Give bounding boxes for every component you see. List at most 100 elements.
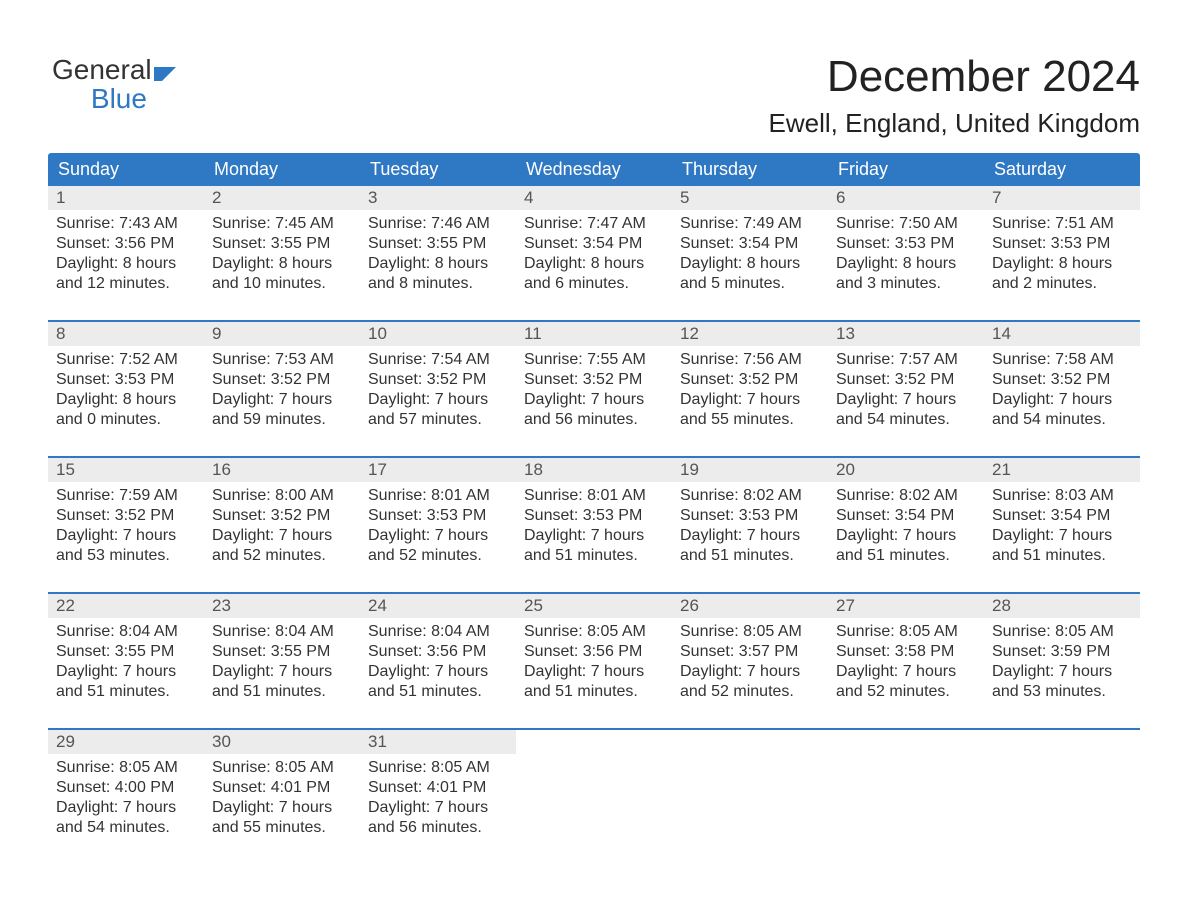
sunset-text: Sunset: 3:55 PM [212, 642, 352, 662]
page-subtitle: Ewell, England, United Kingdom [48, 108, 1140, 139]
day-number: 27 [828, 594, 984, 618]
sunrise-text: Sunrise: 8:05 AM [368, 758, 508, 778]
day-number: 3 [360, 186, 516, 210]
daylight-text: Daylight: 8 hours [368, 254, 508, 274]
daylight-text-2: and 52 minutes. [212, 546, 352, 566]
sunset-text: Sunset: 3:52 PM [368, 370, 508, 390]
day-number-cell: 15 [48, 457, 204, 482]
daylight-text: Daylight: 7 hours [212, 798, 352, 818]
sunset-text: Sunset: 4:01 PM [368, 778, 508, 798]
daylight-text: Daylight: 7 hours [212, 526, 352, 546]
day-content-cell [984, 754, 1140, 864]
sunrise-text: Sunrise: 7:50 AM [836, 214, 976, 234]
day-number: 25 [516, 594, 672, 618]
daylight-text: Daylight: 8 hours [680, 254, 820, 274]
day-number: 8 [48, 322, 204, 346]
day-details: Sunrise: 7:54 AMSunset: 3:52 PMDaylight:… [360, 346, 516, 456]
day-content-cell: Sunrise: 7:58 AMSunset: 3:52 PMDaylight:… [984, 346, 1140, 457]
day-content-cell: Sunrise: 8:05 AMSunset: 4:01 PMDaylight:… [204, 754, 360, 864]
day-number: 11 [516, 322, 672, 346]
day-number: 6 [828, 186, 984, 210]
day-details: Sunrise: 7:57 AMSunset: 3:52 PMDaylight:… [828, 346, 984, 456]
sunrise-text: Sunrise: 7:46 AM [368, 214, 508, 234]
daylight-text-2: and 51 minutes. [680, 546, 820, 566]
daylight-text-2: and 2 minutes. [992, 274, 1132, 294]
day-content-cell [672, 754, 828, 864]
day-number-cell: . [828, 729, 984, 754]
daylight-text-2: and 54 minutes. [836, 410, 976, 430]
day-content-cell: Sunrise: 8:01 AMSunset: 3:53 PMDaylight:… [516, 482, 672, 593]
day-number: 5 [672, 186, 828, 210]
sunrise-text: Sunrise: 7:45 AM [212, 214, 352, 234]
day-content-cell: Sunrise: 7:56 AMSunset: 3:52 PMDaylight:… [672, 346, 828, 457]
daylight-text: Daylight: 7 hours [992, 390, 1132, 410]
day-details: Sunrise: 7:45 AMSunset: 3:55 PMDaylight:… [204, 210, 360, 320]
brand-logo: General Blue [52, 55, 180, 114]
day-number-cell: 14 [984, 321, 1140, 346]
day-number-cell: . [516, 729, 672, 754]
daylight-text: Daylight: 7 hours [836, 526, 976, 546]
day-details: Sunrise: 8:05 AMSunset: 3:56 PMDaylight:… [516, 618, 672, 728]
day-number: 2 [204, 186, 360, 210]
day-number: 1 [48, 186, 204, 210]
daylight-text: Daylight: 8 hours [212, 254, 352, 274]
day-number: 17 [360, 458, 516, 482]
day-number: 20 [828, 458, 984, 482]
day-content-cell: Sunrise: 7:54 AMSunset: 3:52 PMDaylight:… [360, 346, 516, 457]
sunrise-text: Sunrise: 7:43 AM [56, 214, 196, 234]
day-number-cell: 22 [48, 593, 204, 618]
day-details: Sunrise: 8:05 AMSunset: 3:58 PMDaylight:… [828, 618, 984, 728]
day-content-cell: Sunrise: 7:47 AMSunset: 3:54 PMDaylight:… [516, 210, 672, 321]
sunrise-text: Sunrise: 7:49 AM [680, 214, 820, 234]
day-number-cell: 19 [672, 457, 828, 482]
day-number: 26 [672, 594, 828, 618]
day-content-cell: Sunrise: 7:50 AMSunset: 3:53 PMDaylight:… [828, 210, 984, 321]
sunset-text: Sunset: 3:52 PM [992, 370, 1132, 390]
daylight-text: Daylight: 7 hours [56, 526, 196, 546]
daylight-text: Daylight: 8 hours [836, 254, 976, 274]
day-number: 30 [204, 730, 360, 754]
day-number-cell: 4 [516, 186, 672, 210]
day-details: Sunrise: 7:50 AMSunset: 3:53 PMDaylight:… [828, 210, 984, 320]
sunset-text: Sunset: 4:00 PM [56, 778, 196, 798]
sunset-text: Sunset: 3:55 PM [212, 234, 352, 254]
day-number: 4 [516, 186, 672, 210]
day-number-cell: 2 [204, 186, 360, 210]
sunset-text: Sunset: 3:57 PM [680, 642, 820, 662]
day-number: 19 [672, 458, 828, 482]
daylight-text-2: and 12 minutes. [56, 274, 196, 294]
day-content-cell: Sunrise: 7:46 AMSunset: 3:55 PMDaylight:… [360, 210, 516, 321]
day-content-cell: Sunrise: 8:02 AMSunset: 3:53 PMDaylight:… [672, 482, 828, 593]
day-content-cell: Sunrise: 8:04 AMSunset: 3:55 PMDaylight:… [204, 618, 360, 729]
sunset-text: Sunset: 3:53 PM [524, 506, 664, 526]
daylight-text: Daylight: 7 hours [836, 390, 976, 410]
day-content-cell: Sunrise: 8:05 AMSunset: 4:00 PMDaylight:… [48, 754, 204, 864]
sunset-text: Sunset: 3:54 PM [680, 234, 820, 254]
day-number: 22 [48, 594, 204, 618]
daylight-text: Daylight: 7 hours [992, 662, 1132, 682]
logo-line2: Blue [91, 83, 147, 114]
sunrise-text: Sunrise: 8:05 AM [56, 758, 196, 778]
daylight-text: Daylight: 7 hours [524, 526, 664, 546]
sunrise-text: Sunrise: 7:58 AM [992, 350, 1132, 370]
logo-flag-icon [154, 63, 180, 81]
daylight-text: Daylight: 7 hours [368, 662, 508, 682]
daylight-text-2: and 51 minutes. [56, 682, 196, 702]
daylight-text-2: and 5 minutes. [680, 274, 820, 294]
sunset-text: Sunset: 3:52 PM [212, 506, 352, 526]
day-content-cell: Sunrise: 7:52 AMSunset: 3:53 PMDaylight:… [48, 346, 204, 457]
day-number-cell: 3 [360, 186, 516, 210]
day-content-cell: Sunrise: 8:05 AMSunset: 3:59 PMDaylight:… [984, 618, 1140, 729]
sunset-text: Sunset: 3:52 PM [524, 370, 664, 390]
sunrise-text: Sunrise: 7:51 AM [992, 214, 1132, 234]
col-fri: Friday [828, 153, 984, 186]
daylight-text: Daylight: 8 hours [56, 390, 196, 410]
sunrise-text: Sunrise: 8:05 AM [212, 758, 352, 778]
sunset-text: Sunset: 3:55 PM [368, 234, 508, 254]
col-wed: Wednesday [516, 153, 672, 186]
day-number-cell: 1 [48, 186, 204, 210]
day-content-cell: Sunrise: 7:51 AMSunset: 3:53 PMDaylight:… [984, 210, 1140, 321]
day-number-cell: 18 [516, 457, 672, 482]
day-details: Sunrise: 7:46 AMSunset: 3:55 PMDaylight:… [360, 210, 516, 320]
day-content-cell: Sunrise: 7:49 AMSunset: 3:54 PMDaylight:… [672, 210, 828, 321]
